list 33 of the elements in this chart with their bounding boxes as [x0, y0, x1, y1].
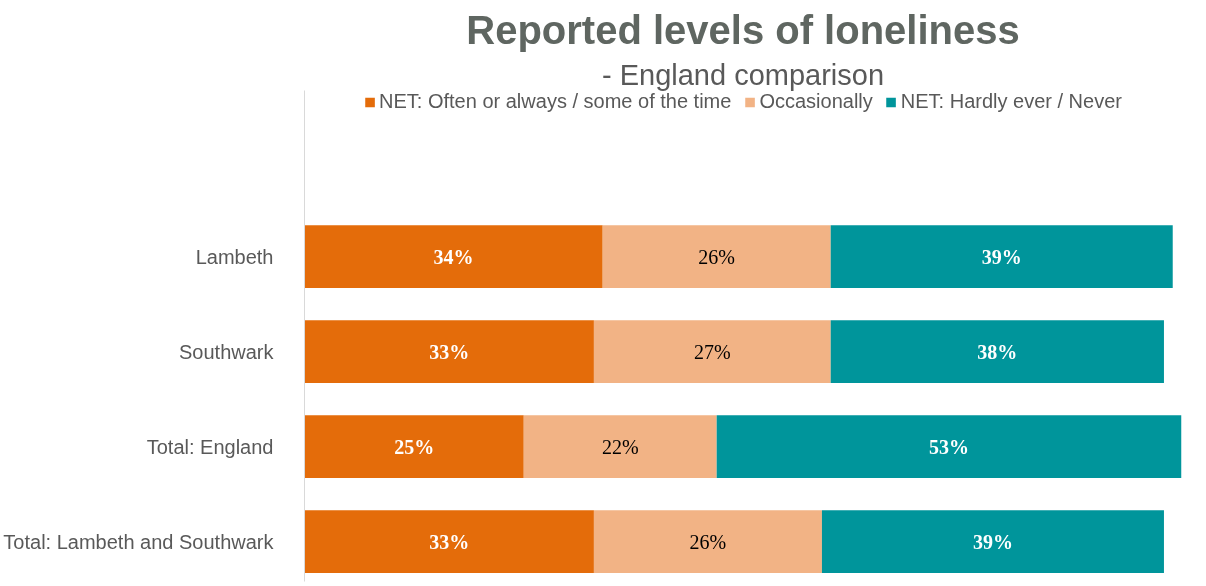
data-label: 38% [977, 340, 1018, 363]
data-label: 33% [429, 340, 470, 363]
legend-label: NET: Often or always / some of the time [379, 90, 732, 113]
legend-label: Occasionally [759, 90, 873, 113]
data-label: 34% [433, 245, 474, 268]
bar [304, 510, 594, 573]
data-label: 25% [394, 435, 435, 458]
data-label: 33% [429, 530, 470, 553]
chart-title: Reported levels of loneliness [466, 7, 1020, 52]
chart-subtitle: - England comparison [601, 58, 885, 91]
bar [593, 510, 822, 573]
bar [716, 415, 1182, 478]
data-label: 26% [698, 245, 736, 268]
data-label: 27% [693, 340, 731, 363]
bar [304, 415, 524, 478]
bar [830, 225, 1173, 289]
data-label: 22% [601, 435, 639, 458]
bar [304, 225, 603, 289]
y-tick-label: Total: England [146, 435, 274, 458]
data-label: 39% [981, 245, 1022, 268]
bar [304, 320, 594, 384]
legend-label: NET: Hardly ever / Never [900, 90, 1122, 113]
y-tick-label: Southwark [179, 340, 275, 363]
bar [593, 320, 831, 384]
bar [830, 320, 1164, 384]
data-label: 26% [689, 530, 727, 553]
bar [523, 415, 717, 478]
bar [821, 510, 1164, 573]
data-label: 39% [972, 530, 1013, 553]
y-tick-label: Lambeth [195, 245, 274, 268]
data-label: 53% [929, 435, 970, 458]
y-tick-label: Total: Lambeth and Southwark [3, 530, 275, 553]
bar [602, 225, 831, 289]
